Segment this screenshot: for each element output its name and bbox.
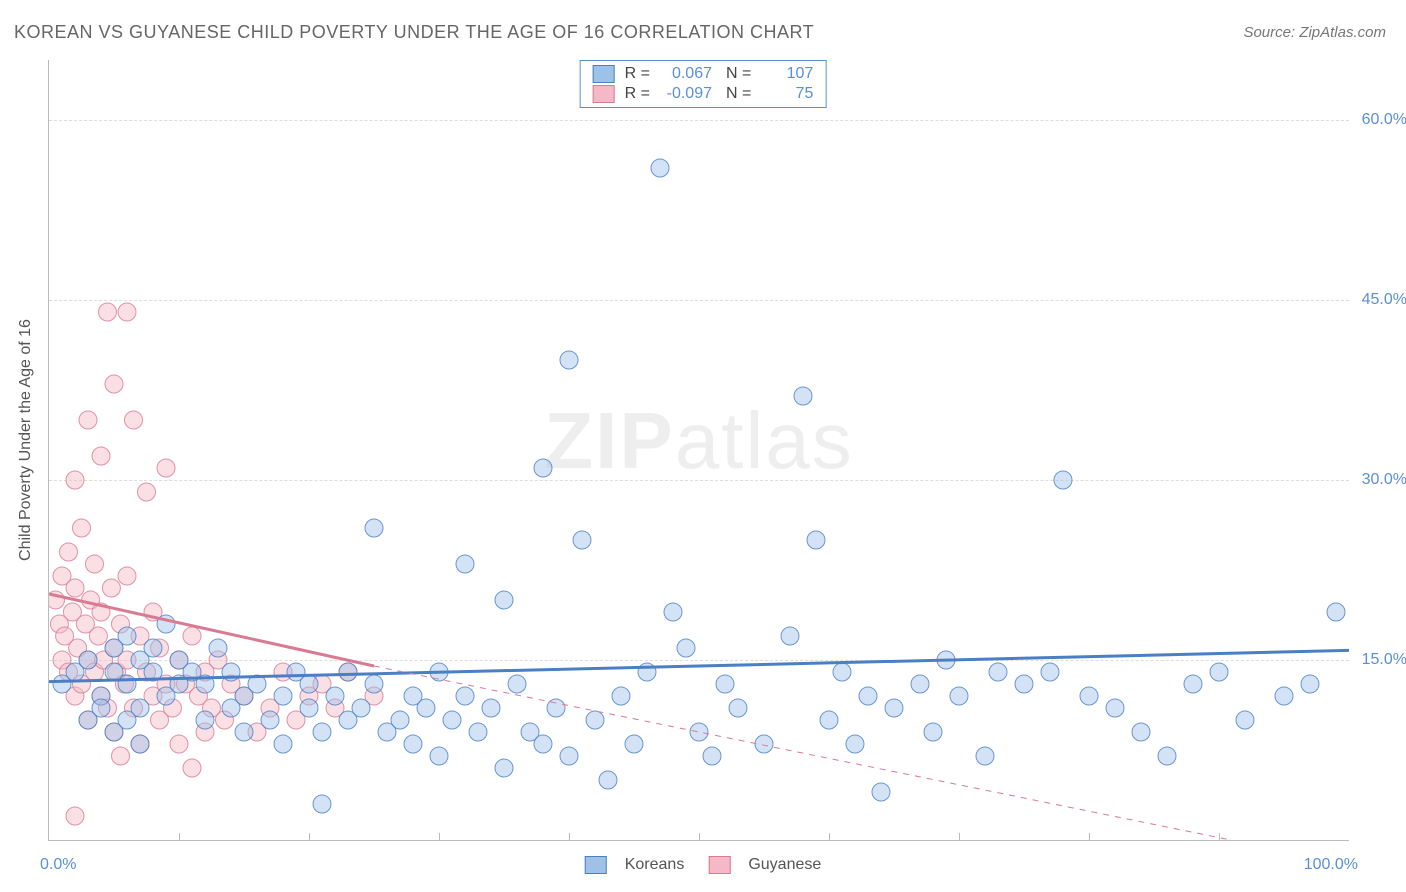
series-legend-item: Guyanese: [708, 856, 821, 874]
y-tick-label: 15.0%: [1362, 651, 1406, 669]
y-tick-label: 30.0%: [1362, 471, 1406, 489]
chart-container: KOREAN VS GUYANESE CHILD POVERTY UNDER T…: [0, 0, 1406, 892]
plot-area: ZIPatlas 15.0%30.0%45.0%60.0%: [48, 60, 1349, 841]
legend-r-value: 0.067: [658, 65, 712, 83]
legend-n-label: N =: [726, 65, 751, 83]
legend-swatch: [593, 85, 615, 103]
legend-row: R = 0.067 N = 107: [581, 64, 826, 84]
y-axis-label: Child Poverty Under the Age of 16: [17, 319, 35, 561]
series-legend-item: Koreans: [585, 856, 685, 874]
legend-swatch: [593, 65, 615, 83]
legend-r-value: -0.097: [658, 85, 712, 103]
legend-swatch: [708, 856, 730, 874]
source-attribution: Source: ZipAtlas.com: [1243, 24, 1386, 41]
legend-n-label: N =: [726, 85, 751, 103]
correlation-legend: R = 0.067 N = 107 R = -0.097 N = 75: [580, 60, 827, 108]
series-legend: Koreans Guyanese: [585, 856, 822, 874]
chart-title: KOREAN VS GUYANESE CHILD POVERTY UNDER T…: [14, 22, 814, 43]
y-tick-label: 60.0%: [1362, 111, 1406, 129]
series-legend-label: Koreans: [625, 856, 685, 874]
scatter-svg: [49, 60, 1349, 840]
y-tick-label: 45.0%: [1362, 291, 1406, 309]
legend-n-value: 107: [759, 65, 813, 83]
legend-swatch: [585, 856, 607, 874]
legend-r-label: R =: [625, 65, 650, 83]
legend-r-label: R =: [625, 85, 650, 103]
x-axis-min-label: 0.0%: [40, 856, 76, 874]
x-axis-max-label: 100.0%: [1304, 856, 1358, 874]
legend-n-value: 75: [759, 85, 813, 103]
series-legend-label: Guyanese: [748, 856, 821, 874]
legend-row: R = -0.097 N = 75: [581, 84, 826, 104]
